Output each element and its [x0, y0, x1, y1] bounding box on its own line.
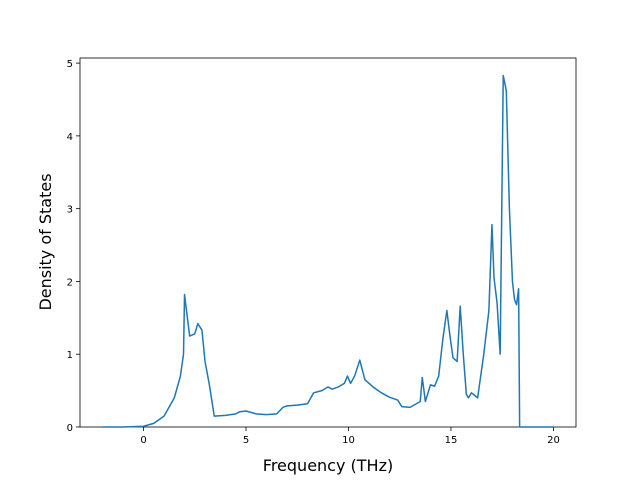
plot-frame [79, 57, 577, 428]
y-tick-label: 4 [67, 132, 73, 143]
x-tick-label: 20 [547, 435, 560, 446]
y-tick-label: 3 [67, 205, 73, 216]
x-tick-label: 5 [243, 435, 249, 446]
x-tick-label: 15 [445, 435, 458, 446]
x-tick-label: 10 [342, 435, 355, 446]
x-tick-label: 0 [140, 435, 146, 446]
x-axis-label: Frequency (THz) [263, 456, 393, 475]
y-tick-label: 1 [67, 350, 73, 361]
y-tick-label: 0 [67, 423, 73, 434]
y-tick-label: 2 [67, 277, 73, 288]
y-tick-label: 5 [67, 59, 73, 70]
data-line [102, 74, 554, 428]
y-axis-label: Density of States [36, 173, 55, 310]
